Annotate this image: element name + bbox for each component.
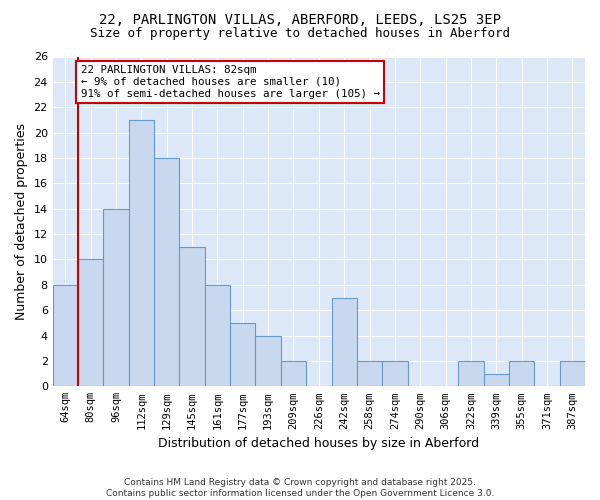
Bar	[357, 361, 382, 386]
Bar	[458, 361, 484, 386]
Bar	[230, 323, 256, 386]
Bar	[205, 285, 230, 386]
X-axis label: Distribution of detached houses by size in Aberford: Distribution of detached houses by size …	[158, 437, 479, 450]
Y-axis label: Number of detached properties: Number of detached properties	[15, 123, 28, 320]
Text: Contains HM Land Registry data © Crown copyright and database right 2025.
Contai: Contains HM Land Registry data © Crown c…	[106, 478, 494, 498]
Bar	[103, 208, 129, 386]
Bar	[179, 247, 205, 386]
Bar	[78, 260, 103, 386]
Bar	[256, 336, 281, 386]
Text: Size of property relative to detached houses in Aberford: Size of property relative to detached ho…	[90, 28, 510, 40]
Bar	[53, 285, 78, 386]
Bar	[154, 158, 179, 386]
Bar	[382, 361, 407, 386]
Bar	[281, 361, 306, 386]
Text: 22 PARLINGTON VILLAS: 82sqm
← 9% of detached houses are smaller (10)
91% of semi: 22 PARLINGTON VILLAS: 82sqm ← 9% of deta…	[80, 66, 380, 98]
Bar	[484, 374, 509, 386]
Bar	[129, 120, 154, 386]
Text: 22, PARLINGTON VILLAS, ABERFORD, LEEDS, LS25 3EP: 22, PARLINGTON VILLAS, ABERFORD, LEEDS, …	[99, 12, 501, 26]
Bar	[332, 298, 357, 386]
Bar	[509, 361, 535, 386]
Bar	[560, 361, 585, 386]
